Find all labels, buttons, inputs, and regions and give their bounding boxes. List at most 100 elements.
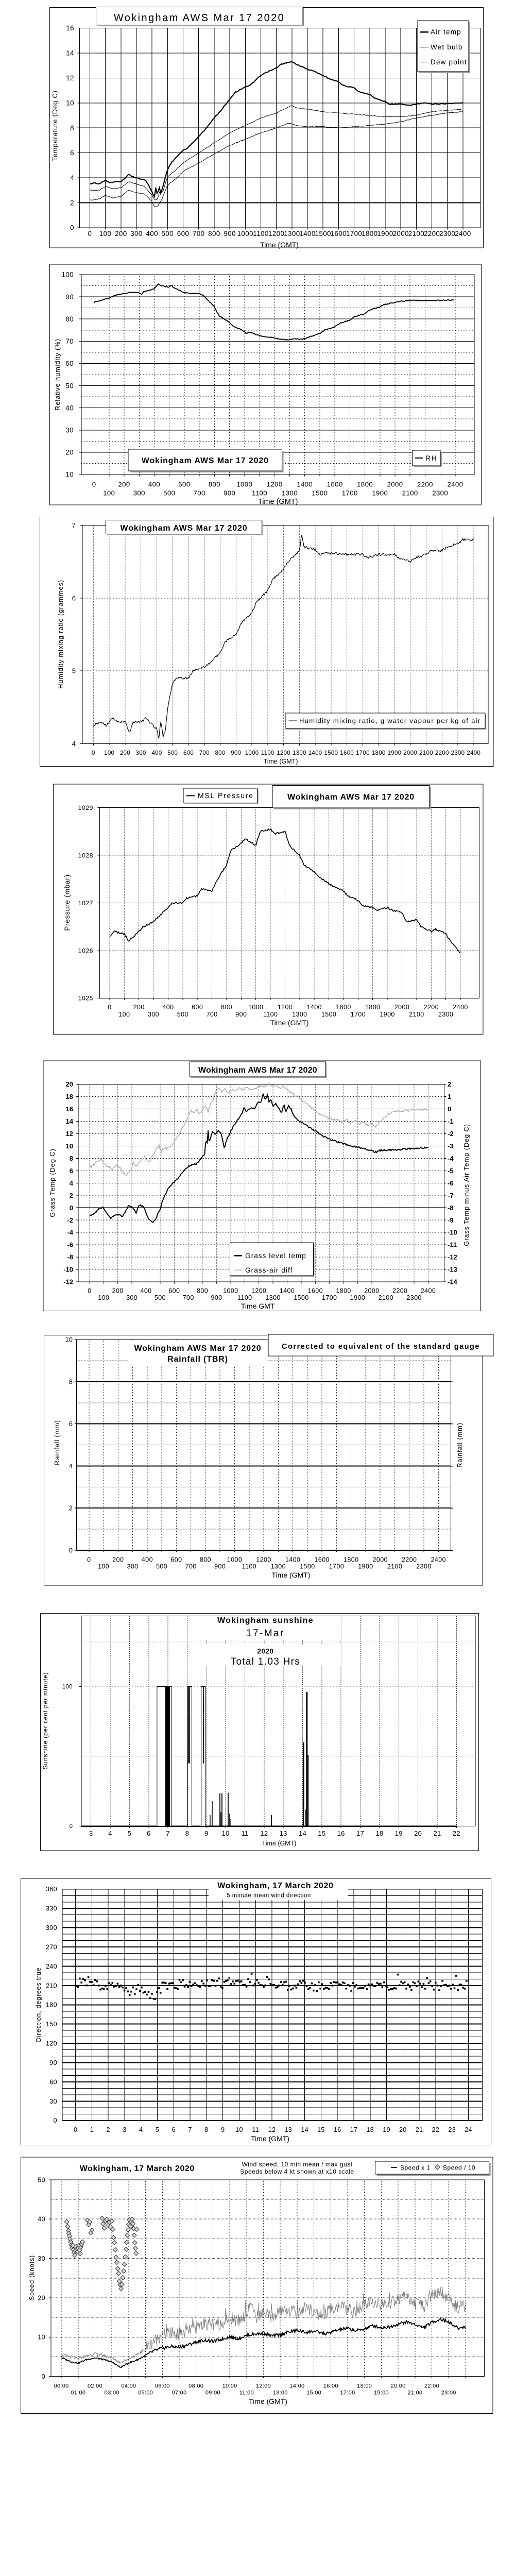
svg-text:Wokingham sunshine: Wokingham sunshine	[217, 1616, 314, 1625]
svg-text:2: 2	[69, 1504, 73, 1512]
svg-text:9: 9	[221, 2126, 225, 2133]
svg-text:1300: 1300	[271, 1563, 286, 1570]
svg-text:Wind speed, 10 min mean / max: Wind speed, 10 min mean / max gust	[242, 2161, 352, 2168]
svg-text:7: 7	[188, 2126, 192, 2133]
svg-text:100: 100	[61, 271, 74, 279]
svg-text:5: 5	[72, 667, 76, 675]
svg-text:22: 22	[432, 2126, 440, 2133]
svg-text:900: 900	[214, 1563, 226, 1570]
svg-text:14: 14	[299, 1829, 306, 1837]
svg-text:1500: 1500	[312, 489, 328, 497]
svg-text:8: 8	[70, 1155, 73, 1162]
svg-text:100: 100	[99, 230, 112, 238]
svg-text:2100: 2100	[379, 1294, 393, 1301]
svg-text:240: 240	[46, 1963, 57, 1970]
svg-text:1900: 1900	[388, 750, 402, 756]
svg-text:02:00: 02:00	[88, 2383, 102, 2389]
svg-text:2200: 2200	[435, 750, 449, 756]
svg-text:1300: 1300	[284, 230, 300, 238]
svg-text:1000: 1000	[236, 481, 252, 488]
svg-text:200: 200	[120, 750, 130, 756]
svg-text:100: 100	[98, 1294, 109, 1301]
svg-text:4: 4	[70, 174, 74, 182]
svg-text:-7: -7	[448, 1192, 454, 1199]
svg-text:2: 2	[448, 1080, 451, 1088]
svg-text:1: 1	[90, 2126, 94, 2133]
svg-text:Speed x 1: Speed x 1	[400, 2164, 431, 2172]
svg-text:1800: 1800	[362, 230, 377, 238]
svg-text:Air temp: Air temp	[431, 28, 461, 36]
svg-text:500: 500	[177, 1011, 188, 1018]
svg-text:500: 500	[167, 750, 178, 756]
svg-text:10: 10	[66, 1142, 73, 1150]
svg-text:3: 3	[123, 2126, 126, 2133]
svg-text:19: 19	[395, 1829, 403, 1837]
svg-text:-11: -11	[448, 1241, 457, 1249]
svg-text:200: 200	[112, 1556, 124, 1564]
svg-text:80: 80	[65, 315, 74, 323]
svg-text:330: 330	[46, 1905, 57, 1912]
svg-text:600: 600	[192, 1004, 203, 1011]
svg-text:100: 100	[103, 489, 115, 497]
svg-text:Wet bulb: Wet bulb	[431, 43, 463, 51]
svg-text:200: 200	[133, 1004, 145, 1011]
svg-text:2100: 2100	[402, 489, 418, 497]
svg-text:Speed / 10: Speed / 10	[443, 2164, 475, 2172]
svg-text:0: 0	[70, 224, 74, 232]
svg-text:2200: 2200	[392, 1287, 407, 1295]
svg-text:14:00: 14:00	[289, 2383, 304, 2389]
svg-text:18: 18	[66, 1093, 73, 1100]
svg-text:1026: 1026	[78, 947, 93, 954]
svg-text:1100: 1100	[253, 230, 268, 238]
svg-text:60: 60	[65, 360, 74, 367]
svg-text:04:00: 04:00	[121, 2383, 136, 2389]
svg-text:800: 800	[209, 481, 220, 488]
svg-text:300: 300	[46, 1924, 57, 1931]
svg-text:2400: 2400	[455, 230, 471, 238]
svg-text:6: 6	[147, 1829, 151, 1837]
svg-text:2400: 2400	[467, 750, 480, 756]
svg-text:100: 100	[118, 1011, 130, 1018]
svg-text:1900: 1900	[350, 1294, 365, 1301]
svg-text:500: 500	[163, 489, 175, 497]
svg-text:17:00: 17:00	[340, 2390, 355, 2396]
svg-text:400: 400	[151, 750, 162, 756]
svg-text:15: 15	[318, 1829, 325, 1837]
svg-text:400: 400	[142, 1556, 153, 1564]
svg-text:23:00: 23:00	[441, 2390, 456, 2396]
svg-text:70: 70	[65, 337, 74, 345]
svg-text:0: 0	[74, 2126, 77, 2133]
svg-text:1700: 1700	[342, 489, 358, 497]
svg-text:08:00: 08:00	[188, 2383, 203, 2389]
svg-text:20: 20	[399, 2126, 407, 2133]
svg-text:20: 20	[414, 1829, 422, 1837]
svg-text:20:00: 20:00	[391, 2383, 406, 2389]
svg-text:-12: -12	[63, 1278, 73, 1286]
svg-text:0: 0	[54, 2117, 57, 2124]
svg-text:900: 900	[211, 1294, 222, 1301]
svg-text:1800: 1800	[372, 750, 386, 756]
svg-text:Total 1.03 Hrs: Total 1.03 Hrs	[231, 1656, 300, 1667]
svg-text:Relative humidity (%): Relative humidity (%)	[54, 338, 61, 411]
svg-text:4: 4	[72, 740, 76, 748]
svg-text:1800: 1800	[344, 1556, 358, 1564]
svg-text:1000: 1000	[245, 750, 259, 756]
svg-text:210: 210	[46, 1982, 57, 1989]
svg-text:17: 17	[356, 1829, 364, 1837]
svg-text:1600: 1600	[327, 481, 343, 488]
svg-text:Grass-air diff: Grass-air diff	[245, 1266, 293, 1274]
svg-text:1900: 1900	[380, 1011, 394, 1018]
svg-text:11:00: 11:00	[239, 2390, 254, 2396]
svg-text:20: 20	[38, 2294, 45, 2301]
svg-text:700: 700	[193, 489, 205, 497]
svg-text:16: 16	[334, 2126, 341, 2133]
svg-text:Wokingham AWS Mar 17 2020: Wokingham AWS Mar 17 2020	[114, 12, 285, 24]
svg-text:60: 60	[49, 2078, 57, 2086]
svg-text:1400: 1400	[285, 1556, 300, 1564]
svg-text:7: 7	[72, 521, 76, 529]
svg-text:1500: 1500	[315, 230, 331, 238]
svg-text:8: 8	[69, 1378, 73, 1386]
svg-text:1300: 1300	[265, 1294, 280, 1301]
svg-text:14: 14	[66, 49, 74, 57]
svg-text:2: 2	[70, 1192, 73, 1199]
